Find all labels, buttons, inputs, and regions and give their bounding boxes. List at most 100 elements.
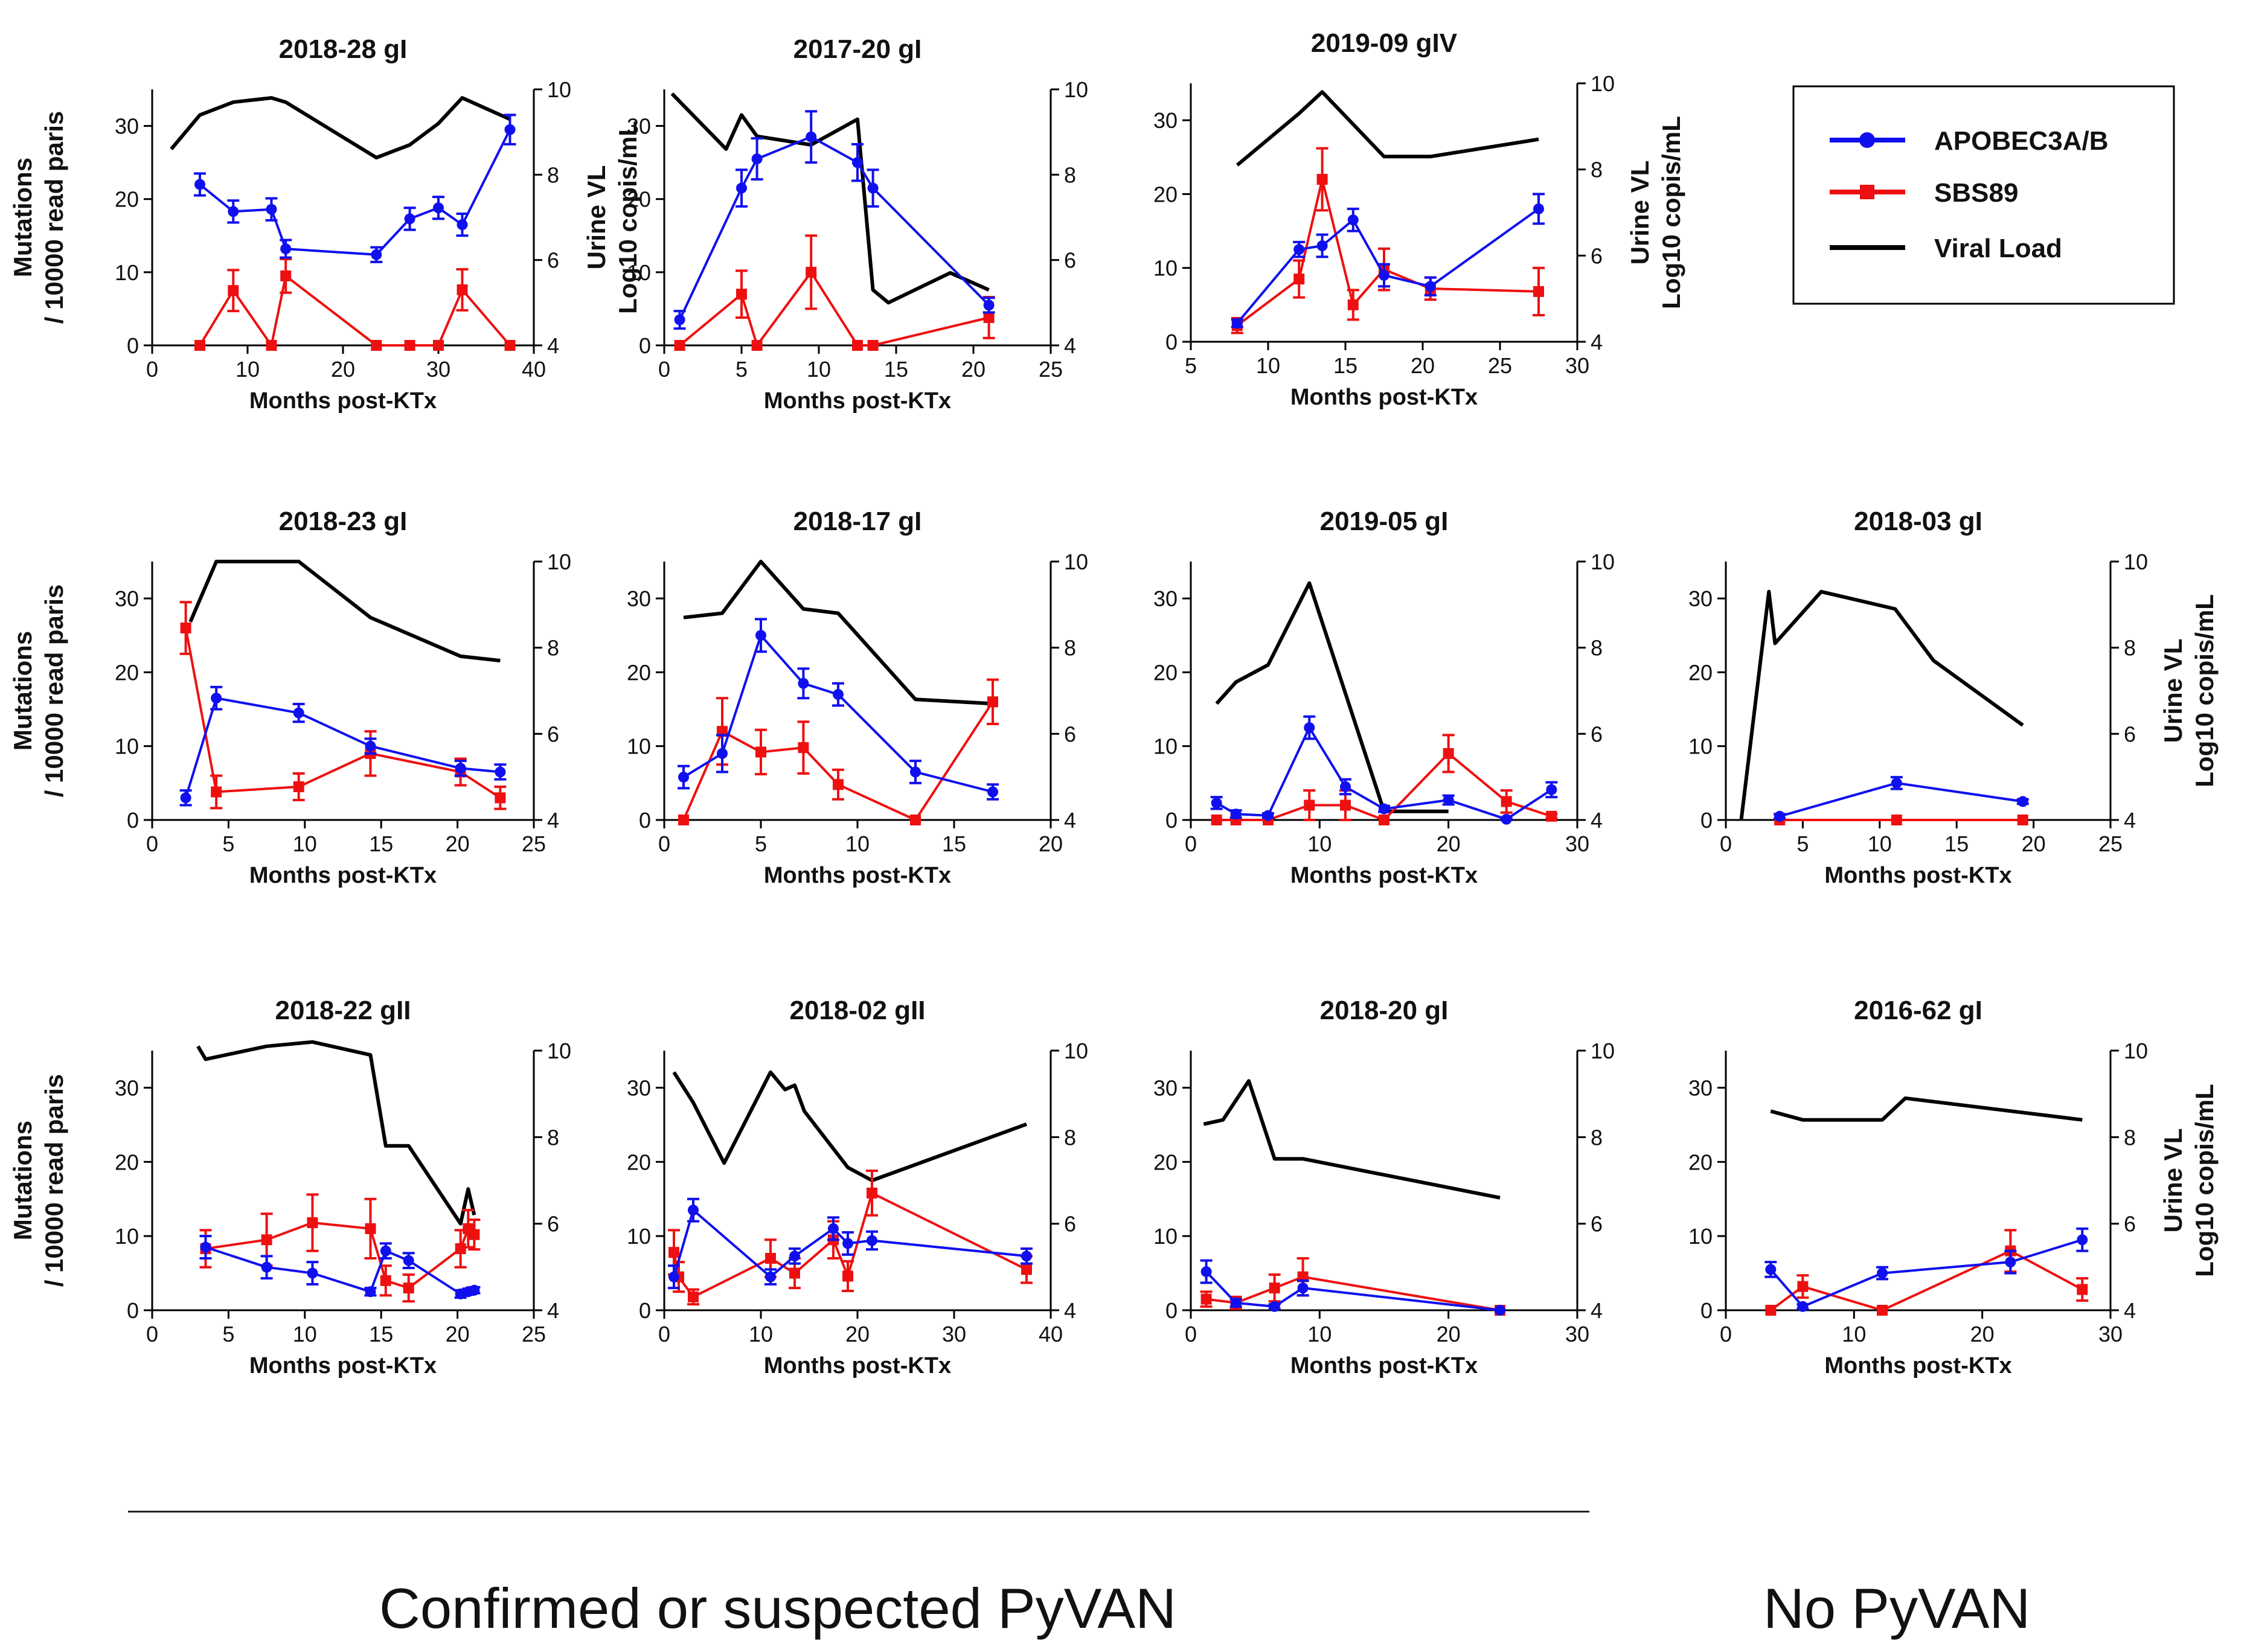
y2-tick-label: 10 (547, 1039, 571, 1063)
data-point-sbs89 (211, 786, 222, 798)
y-tick-label: 30 (627, 114, 651, 139)
data-point-sbs89 (751, 340, 763, 351)
data-point-apobec3a-b (1231, 318, 1243, 329)
data-point-apobec3a-b (495, 766, 506, 778)
data-point-apobec3a-b (987, 786, 998, 798)
data-point-apobec3a-b (455, 763, 466, 774)
data-point-apobec3a-b (2017, 796, 2028, 807)
data-point-sbs89 (688, 1291, 699, 1302)
y2-tick-label: 6 (1591, 722, 1603, 746)
data-point-apobec3a-b (789, 1250, 800, 1262)
data-point-apobec3a-b (280, 243, 292, 255)
footer-confirmed-label: Confirmed or suspected PyVAN (379, 1577, 1177, 1640)
y-tick-label: 10 (627, 1224, 651, 1249)
y-tick-label: 30 (1153, 586, 1178, 611)
data-point-apobec3a-b (1269, 1301, 1280, 1312)
data-point-apobec3a-b (1533, 203, 1544, 214)
data-point-apobec3a-b (404, 213, 415, 225)
data-point-apobec3a-b (1891, 777, 1902, 789)
data-point-apobec3a-b (261, 1261, 272, 1273)
data-point-apobec3a-b (293, 707, 304, 719)
x-tick-label: 20 (446, 831, 470, 856)
data-point-apobec3a-b (1765, 1264, 1777, 1275)
panel-title: 2018-22 gII (275, 996, 411, 1025)
y2-tick-label: 8 (1591, 636, 1603, 661)
data-point-sbs89 (1765, 1305, 1777, 1316)
y2-tick-label: 6 (547, 248, 559, 273)
y-tick-label: 30 (1153, 1075, 1178, 1100)
series-line-viral-load (188, 560, 501, 663)
y-tick-label: 30 (1688, 1075, 1713, 1100)
series-line-viral-load (1235, 90, 1539, 167)
y-tick-label: 20 (1688, 660, 1713, 685)
data-point-sbs89 (1316, 173, 1328, 185)
x-tick-label: 0 (1185, 1322, 1197, 1346)
x-tick-label: 15 (1944, 831, 1969, 856)
x-tick-label: 10 (1307, 1322, 1332, 1346)
y-tick-label: 30 (627, 586, 651, 611)
x-tick-label: 5 (755, 831, 767, 856)
y-tick-label: 30 (627, 1075, 651, 1100)
y2-tick-label: 8 (547, 636, 559, 661)
y2-tick-label: 10 (2124, 549, 2148, 574)
data-point-apobec3a-b (1021, 1250, 1032, 1262)
panel-title: 2018-17 gI (793, 507, 922, 536)
data-point-apobec3a-b (365, 1286, 376, 1298)
y2-tick-label: 8 (1591, 158, 1603, 182)
x-tick-label: 5 (222, 831, 234, 856)
data-point-sbs89 (293, 781, 304, 792)
data-point-apobec3a-b (765, 1271, 776, 1282)
x-tick-label: 0 (1185, 831, 1197, 856)
x-tick-label: 15 (884, 357, 908, 382)
data-point-sbs89 (1546, 810, 1557, 822)
series-line-apobec3a-b (682, 634, 993, 793)
y2-tick-label: 10 (547, 77, 571, 102)
y2-tick-label: 8 (2124, 636, 2136, 661)
data-point-apobec3a-b (833, 689, 844, 700)
x-tick-label: 0 (658, 357, 670, 382)
data-point-sbs89 (1211, 815, 1222, 825)
y2-tick-label: 6 (2124, 722, 2136, 746)
y2-tick-label: 4 (547, 808, 559, 833)
y-tick-label: 20 (115, 1150, 139, 1174)
series-line-sbs89 (1236, 178, 1539, 327)
y2-tick-label: 6 (1064, 722, 1076, 746)
x-tick-label: 30 (426, 357, 450, 382)
y2-tick-label: 8 (547, 1125, 559, 1150)
series-line-viral-load (1215, 581, 1449, 813)
data-point-sbs89 (1293, 274, 1305, 285)
y2-axis-label: Urine VL Log10 copis/mL (2159, 1084, 2219, 1277)
y2-tick-label: 6 (1064, 248, 1076, 273)
data-point-sbs89 (380, 1275, 391, 1286)
series-line-apobec3a-b (205, 1246, 475, 1295)
data-point-sbs89 (668, 1247, 679, 1258)
y-tick-label: 0 (127, 333, 139, 358)
y2-tick-label: 6 (1591, 1212, 1603, 1237)
data-point-sbs89 (842, 1270, 853, 1282)
data-point-sbs89 (798, 742, 809, 754)
panel-2018-28-gi: 2018-28 gI 0 10 20 30 40 0 10 20 30 4 6 8 10 Months po… (8, 34, 642, 414)
legend: APOBEC3A/B SBS89 Viral Load (1792, 85, 2175, 305)
y-tick-label: 10 (115, 1224, 139, 1249)
x-tick-label: 15 (369, 831, 393, 856)
series-line-sbs89 (184, 627, 501, 799)
x-axis-label: Months post-KTx (1290, 385, 1478, 410)
data-point-sbs89 (987, 696, 998, 708)
x-tick-label: 10 (1307, 831, 1332, 856)
data-point-sbs89 (469, 1229, 480, 1240)
y2-axis-label-line: Urine VL (2159, 639, 2187, 743)
y2-axis-label-line: Log10 copis/mL (2190, 1084, 2219, 1277)
y2-tick-label: 4 (1064, 1298, 1076, 1323)
data-point-apobec3a-b (736, 182, 747, 194)
data-point-sbs89 (789, 1267, 800, 1279)
data-point-apobec3a-b (1774, 810, 1786, 822)
y-tick-label: 30 (115, 114, 139, 139)
data-point-apobec3a-b (1379, 803, 1389, 815)
data-point-sbs89 (1533, 286, 1544, 297)
data-point-sbs89 (307, 1217, 318, 1229)
data-point-sbs89 (833, 779, 844, 790)
data-point-apobec3a-b (678, 772, 689, 783)
y2-tick-label: 10 (547, 549, 571, 574)
data-point-sbs89 (736, 289, 747, 300)
